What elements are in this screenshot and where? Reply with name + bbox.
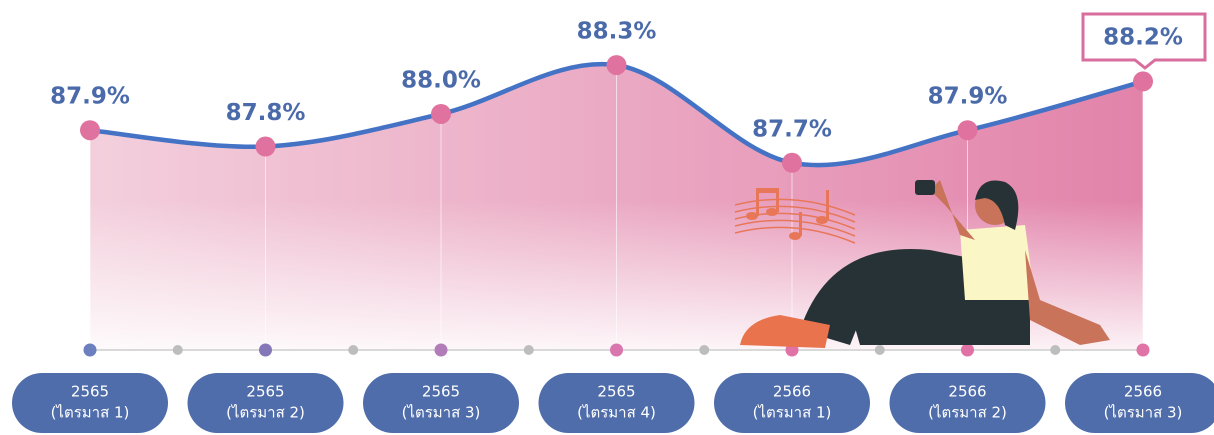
value-label: 88.2% bbox=[1103, 25, 1183, 51]
point bbox=[80, 120, 100, 141]
x-tick-label: 2565 bbox=[422, 383, 460, 401]
category-pill bbox=[538, 373, 695, 433]
baseline-dot bbox=[434, 343, 448, 357]
x-tick-label: (ไตรมาส 1) bbox=[51, 404, 130, 422]
category-pill bbox=[363, 373, 519, 433]
value-label: 87.9% bbox=[928, 84, 1008, 110]
baseline-dot bbox=[523, 345, 534, 355]
category-pill bbox=[714, 373, 870, 433]
x-tick-label: (ไตรมาส 3) bbox=[1104, 404, 1183, 422]
baseline-dot bbox=[259, 343, 272, 357]
baseline-dot bbox=[172, 345, 183, 355]
value-label: 87.7% bbox=[752, 116, 832, 142]
x-tick-label: (ไตรมาส 2) bbox=[226, 404, 305, 422]
baseline-dot bbox=[1050, 345, 1061, 355]
point bbox=[1133, 71, 1153, 92]
x-tick-label: 2566 bbox=[948, 383, 986, 401]
x-tick-label: 2566 bbox=[773, 383, 811, 401]
x-tick-label: (ไตรมาส 4) bbox=[577, 404, 656, 422]
category-pill bbox=[12, 373, 168, 433]
category-pill bbox=[187, 373, 344, 433]
x-tick-label: 2566 bbox=[1124, 383, 1162, 401]
value-label: 88.0% bbox=[401, 67, 481, 93]
point bbox=[255, 136, 276, 157]
value-label: 87.9% bbox=[50, 84, 130, 110]
category-pill bbox=[889, 373, 1046, 433]
value-label: 87.8% bbox=[226, 100, 306, 126]
value-label: 88.3% bbox=[577, 19, 657, 45]
baseline-dot bbox=[83, 343, 97, 357]
x-tick-label: 2565 bbox=[71, 383, 109, 401]
x-tick-label: 2565 bbox=[246, 383, 284, 401]
baseline-dot bbox=[348, 345, 359, 355]
baseline-dot bbox=[961, 343, 974, 357]
baseline-dot bbox=[874, 345, 885, 355]
baseline-dot bbox=[610, 343, 623, 357]
illustration bbox=[734, 180, 1110, 348]
x-tick-label: (ไตรมาส 1) bbox=[753, 404, 832, 422]
point bbox=[957, 120, 978, 141]
x-tick-label: (ไตรมาส 2) bbox=[928, 404, 1007, 422]
category-pill bbox=[1065, 373, 1214, 433]
point bbox=[782, 152, 802, 173]
baseline-dot bbox=[1136, 343, 1150, 357]
x-tick-label: (ไตรมาส 3) bbox=[402, 404, 481, 422]
baseline-dot bbox=[699, 345, 710, 355]
point bbox=[431, 103, 451, 124]
x-tick-label: 2565 bbox=[597, 383, 635, 401]
highlight-box bbox=[1081, 12, 1207, 70]
point bbox=[606, 55, 627, 76]
